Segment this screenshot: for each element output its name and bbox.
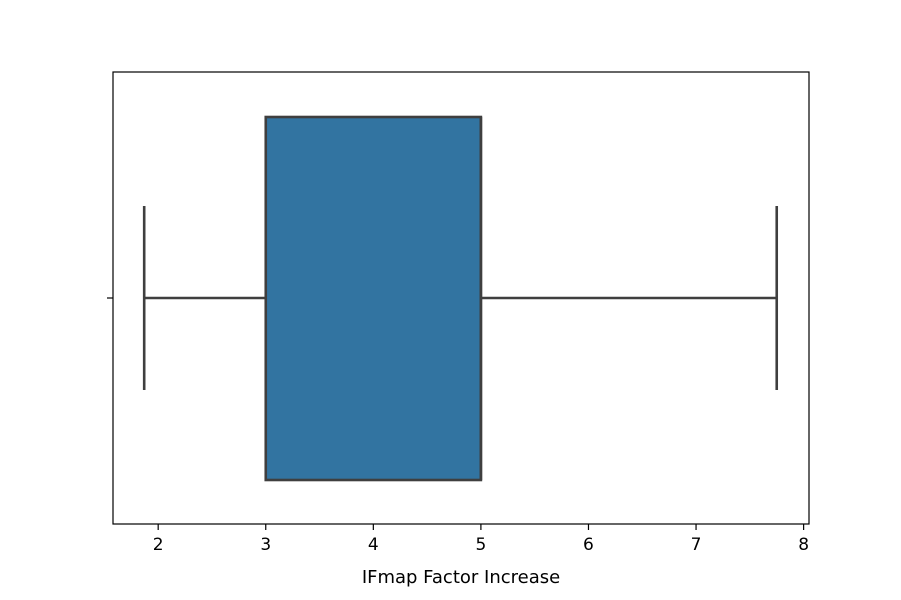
- x-tick-label: 3: [260, 535, 271, 555]
- x-axis-label: IFmap Factor Increase: [362, 567, 560, 588]
- x-tick-label: 4: [368, 535, 379, 555]
- x-axis-ticks: 2 3 4 5 6 7 8: [153, 524, 809, 555]
- x-tick-label: 5: [475, 535, 486, 555]
- plot-area: [107, 71, 810, 525]
- x-tick-label: 8: [798, 535, 809, 555]
- interquartile-box: [264, 115, 483, 482]
- x-tick-label: 7: [691, 535, 702, 555]
- x-tick-label: 6: [583, 535, 594, 555]
- x-tick-label: 2: [153, 535, 164, 555]
